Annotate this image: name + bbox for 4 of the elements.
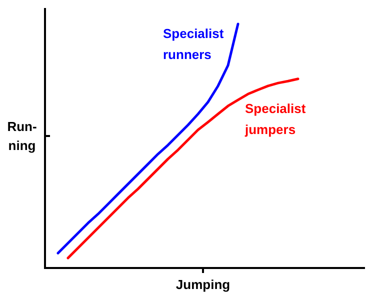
series-label: Specialist jumpers — [244, 100, 306, 137]
x-axis-title: Jumping — [176, 277, 230, 292]
y-axis-title: Run-ning — [7, 119, 37, 153]
series-label: Specialist runners — [163, 26, 224, 62]
